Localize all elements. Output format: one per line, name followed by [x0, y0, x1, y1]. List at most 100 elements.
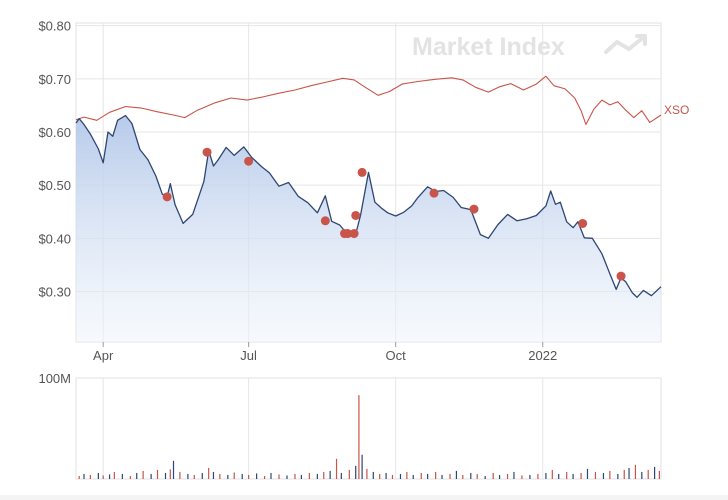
volume-bar	[427, 473, 429, 479]
volume-bar	[658, 470, 661, 479]
volume-bar	[470, 472, 472, 479]
y-tick-label: $0.80	[38, 19, 71, 34]
volume-bar	[462, 474, 464, 479]
volume-bar	[628, 467, 630, 479]
volume-bar	[647, 469, 649, 479]
volume-grid	[75, 377, 662, 480]
volume-bar	[335, 458, 338, 479]
event-marker	[429, 188, 439, 198]
y-axis: $0.80 $0.70 $0.60 $0.50 $0.40 $0.30	[38, 19, 71, 300]
volume-bar	[256, 473, 258, 479]
event-marker	[469, 204, 479, 214]
volume-bar	[623, 469, 625, 479]
volume-bar	[179, 471, 181, 479]
volume-bar	[391, 474, 394, 479]
volume-bar	[278, 474, 280, 479]
event-marker	[162, 192, 172, 202]
volume-bar	[172, 460, 175, 479]
volume-bar	[270, 472, 272, 479]
volume-bar	[358, 395, 360, 479]
volume-bar	[558, 473, 560, 479]
volume-bar	[286, 475, 288, 479]
volume-bar	[212, 471, 215, 479]
volume-bar	[300, 474, 302, 479]
volume-bar	[435, 471, 437, 479]
volume-bar	[609, 470, 611, 479]
volume-bar	[586, 468, 589, 479]
watermark: Market Index	[412, 33, 565, 61]
volume-bar	[102, 475, 104, 479]
volume-bar	[316, 473, 318, 479]
volume-bar	[113, 471, 115, 479]
volume-bar	[513, 471, 515, 479]
volume-bar	[455, 470, 458, 479]
volume-bar	[89, 474, 91, 479]
x-tick-label: Jul	[240, 348, 257, 363]
volume-bar	[136, 472, 138, 479]
volume-bar	[506, 473, 509, 479]
event-marker	[202, 147, 212, 157]
volume-bar	[476, 473, 478, 479]
volume-bar	[329, 470, 331, 479]
volume-bar	[641, 471, 643, 479]
event-marker	[578, 218, 588, 228]
volume-bar	[406, 471, 408, 479]
event-marker	[357, 167, 367, 177]
volume-y-axis: 100M	[38, 371, 71, 386]
volume-bar	[498, 474, 501, 479]
volume-bar	[340, 472, 342, 479]
volume-bar	[150, 473, 152, 479]
volume-bar	[201, 472, 203, 479]
volume-bar	[156, 469, 159, 479]
volume-bar	[348, 469, 350, 479]
price-area	[76, 115, 661, 342]
event-marker	[320, 216, 330, 226]
x-tick-label: Oct	[386, 348, 407, 363]
volume-bar	[233, 472, 235, 479]
volume-bar	[169, 469, 171, 479]
volume-bar	[449, 473, 451, 479]
volume-bar	[208, 467, 210, 479]
series-labels: XSO	[664, 103, 689, 117]
volume-bar	[580, 472, 582, 479]
volume-bar	[83, 473, 85, 479]
volume-frame	[75, 377, 662, 480]
xso-line	[75, 75, 662, 126]
volume-bar	[219, 473, 221, 479]
volume-bar	[572, 473, 574, 479]
volume-bar	[484, 475, 486, 479]
event-marker	[343, 229, 353, 239]
y-tick-label: $0.30	[38, 284, 71, 299]
volume-bar	[399, 473, 402, 479]
volume-bar	[164, 472, 167, 479]
y-tick-label: $0.50	[38, 178, 71, 193]
volume-bar	[551, 469, 553, 479]
volume-bar	[412, 474, 414, 479]
x-tick-label: Apr	[93, 348, 114, 363]
event-marker	[349, 229, 359, 239]
volume-bar	[108, 474, 111, 479]
volume-bar	[385, 472, 387, 479]
volume-bar	[294, 473, 296, 479]
volume-bar	[492, 472, 494, 479]
volume-bar	[529, 474, 531, 479]
volume-bar	[634, 464, 637, 479]
y-tick-label: $0.40	[38, 231, 71, 246]
volume-bar	[537, 473, 539, 479]
volume-bar	[545, 472, 547, 479]
volume-bar	[142, 470, 144, 479]
volume-bar	[379, 473, 381, 479]
price-line	[75, 114, 662, 298]
volume-bar	[248, 474, 250, 479]
volume-bar	[241, 473, 243, 479]
volume-bar	[617, 473, 619, 479]
y-tick-label: $0.70	[38, 72, 71, 87]
y-tick-label: $0.60	[38, 125, 71, 140]
volume-bar	[78, 475, 80, 479]
volume-bar	[187, 473, 189, 479]
volume-bar	[602, 472, 605, 479]
volume-bar	[654, 466, 656, 479]
volume-bar	[227, 474, 229, 479]
